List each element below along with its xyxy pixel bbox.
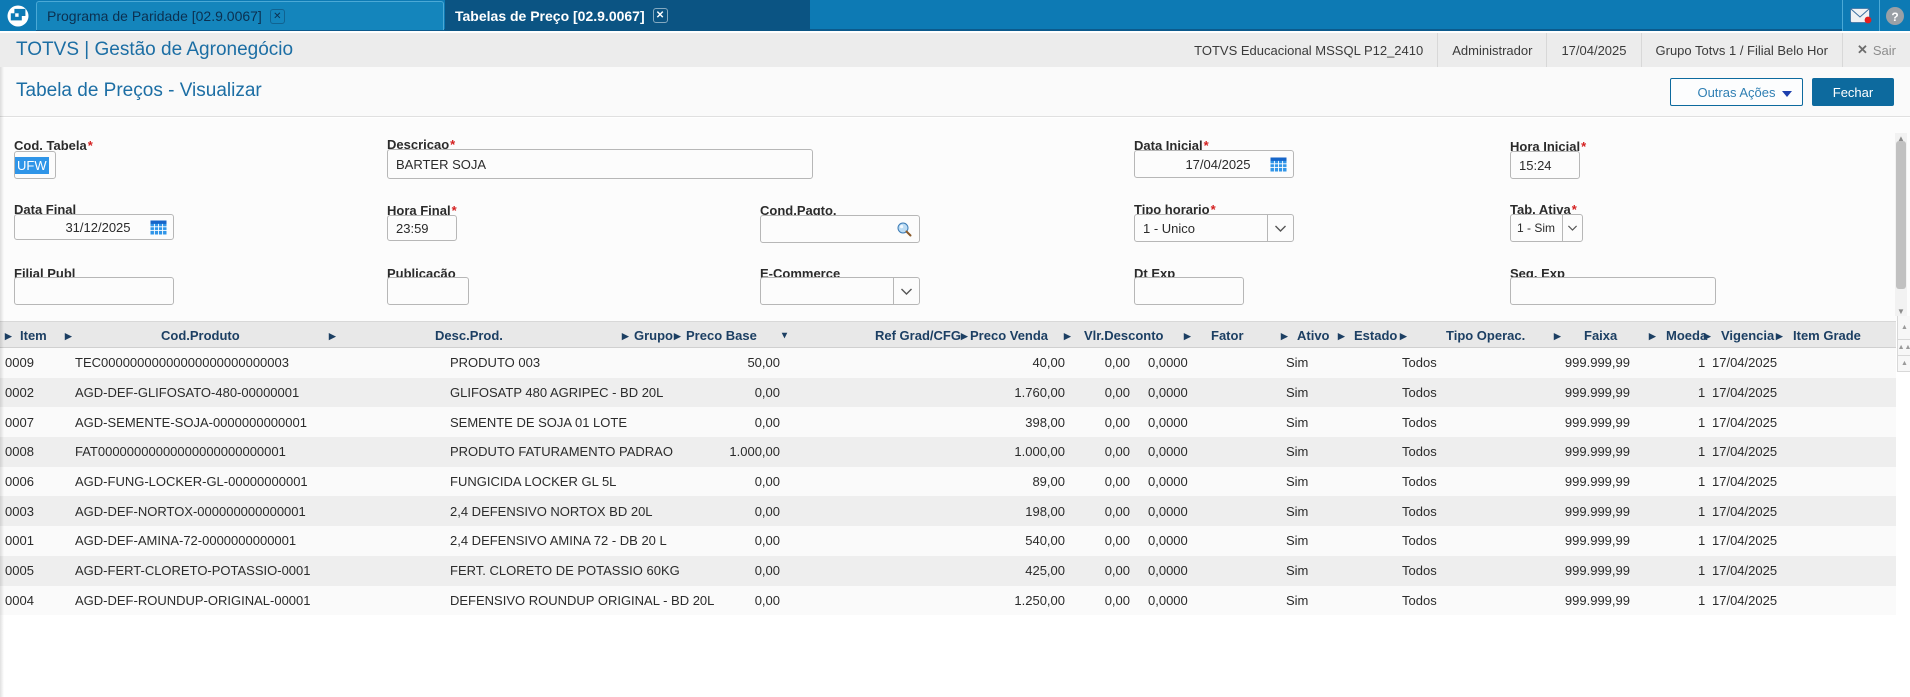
svg-text:?: ? <box>1891 10 1898 24</box>
